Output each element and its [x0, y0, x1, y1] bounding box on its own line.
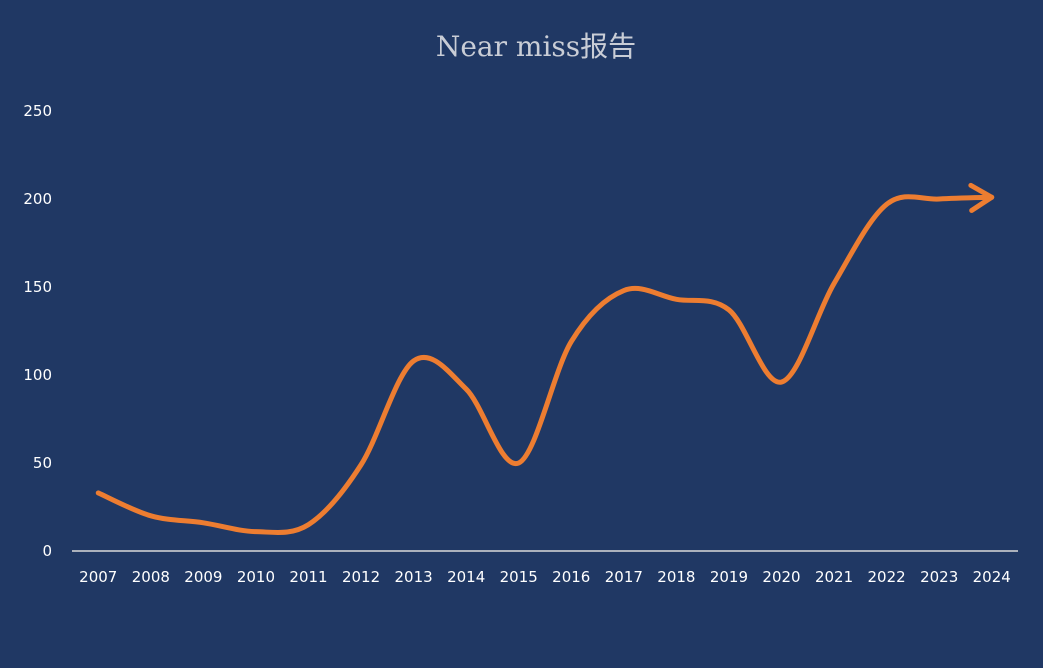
y-axis-ticks: 0 50 100 150 200 250	[23, 102, 52, 560]
x-tick-label: 2020	[762, 568, 800, 586]
y-tick-label: 50	[33, 454, 52, 472]
x-tick-label: 2018	[657, 568, 695, 586]
x-tick-label: 2009	[184, 568, 222, 586]
x-tick-label: 2024	[973, 568, 1011, 586]
y-tick-label: 100	[23, 366, 52, 384]
chart-title: Near miss报告	[436, 30, 636, 63]
y-tick-label: 200	[23, 190, 52, 208]
x-axis-ticks: 2007 2008 2009 2010 2011 2012 2013 2014 2015 2016…	[79, 568, 1011, 586]
x-tick-label: 2015	[500, 568, 538, 586]
series-layer	[95, 182, 995, 535]
series-end-arrow	[968, 182, 995, 213]
x-tick-label: 2013	[395, 568, 433, 586]
x-tick-label: 2016	[552, 568, 590, 586]
y-tick-label: 250	[23, 102, 52, 120]
x-tick-label: 2022	[868, 568, 906, 586]
x-tick-label: 2021	[815, 568, 853, 586]
y-tick-label: 150	[23, 278, 52, 296]
y-tick-label: 0	[42, 542, 52, 560]
x-tick-label: 2011	[289, 568, 327, 586]
x-tick-label: 2008	[132, 568, 170, 586]
series-line	[95, 194, 995, 535]
x-tick-label: 2023	[920, 568, 958, 586]
x-tick-label: 2019	[710, 568, 748, 586]
x-tick-label: 2010	[237, 568, 275, 586]
x-tick-label: 2017	[605, 568, 643, 586]
x-tick-label: 2014	[447, 568, 485, 586]
x-tick-label: 2007	[79, 568, 117, 586]
x-tick-label: 2012	[342, 568, 380, 586]
